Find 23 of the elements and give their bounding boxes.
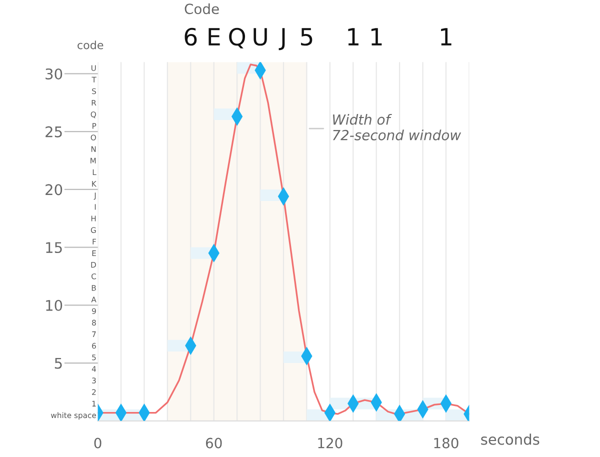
band-label: Width of 72-second window [333,114,462,140]
text: 1 [348,28,358,46]
text: U [254,28,267,46]
text: 5 [301,28,312,46]
x-axis-title: seconds [481,434,540,445]
text: 6 [184,28,197,46]
y2-axis-title: code [78,40,104,50]
text: 1 [441,28,452,46]
text: Q [229,28,246,48]
x-tick-label: 60 [206,438,222,448]
text: E [208,28,220,46]
y-tick-label: 10 [46,300,62,311]
text: J [278,28,285,50]
y-tick-label: 5 [54,358,62,369]
y-tick-label: 20 [46,184,62,196]
x-tick-label: 120 [318,438,342,448]
x-tick-label: 180 [434,438,458,448]
text: Code [184,3,219,14]
y-tick-label: 25 [46,126,62,138]
text: 1 [371,28,382,46]
y-tick-label: 30 [46,68,62,80]
x-tick-label: 0 [94,438,102,448]
y-tick-label: 15 [46,242,62,254]
